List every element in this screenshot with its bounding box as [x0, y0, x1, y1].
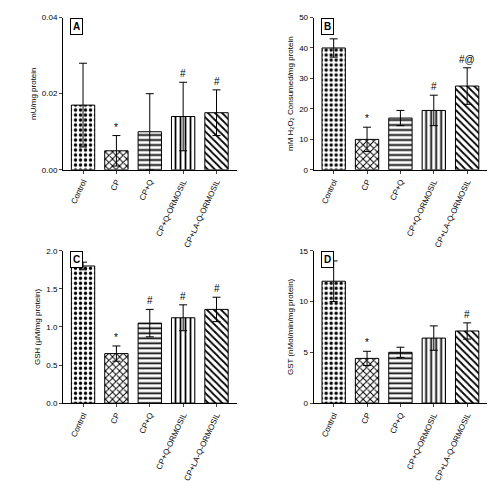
svg-text:Control: Control: [320, 411, 339, 438]
svg-text:0.00: 0.00: [42, 166, 58, 175]
svg-text:CP+LA-Q-ORMOSIL: CP+LA-Q-ORMOSIL: [183, 178, 223, 249]
svg-text:mM H₂O₂ Consumed/mg protein: mM H₂O₂ Consumed/mg protein: [286, 36, 295, 151]
svg-text:2.0: 2.0: [46, 247, 58, 256]
svg-text:#: #: [464, 309, 470, 320]
svg-text:#: #: [147, 295, 153, 306]
svg-text:CP+Q-ORMOSIL: CP+Q-ORMOSIL: [405, 178, 439, 238]
svg-text:B: B: [324, 21, 331, 32]
svg-text:0.02: 0.02: [42, 89, 58, 98]
svg-text:CP+Q-ORMOSIL: CP+Q-ORMOSIL: [154, 411, 188, 471]
svg-text:50: 50: [299, 13, 308, 22]
svg-text:10: 10: [299, 135, 308, 144]
svg-text:30: 30: [299, 74, 308, 83]
svg-text:#@: #@: [459, 54, 475, 65]
svg-text:CP: CP: [109, 178, 122, 192]
svg-text:CP: CP: [360, 411, 373, 425]
svg-text:#: #: [180, 68, 186, 79]
svg-text:0.5: 0.5: [46, 361, 58, 370]
svg-text:#: #: [431, 81, 437, 92]
svg-text:CP+Q-ORMOSIL: CP+Q-ORMOSIL: [154, 178, 188, 238]
svg-text:GST (nMol/min/mg protein): GST (nMol/min/mg protein): [286, 278, 295, 375]
svg-text:40: 40: [299, 44, 308, 53]
svg-text:Control: Control: [69, 411, 88, 438]
svg-text:C: C: [73, 254, 80, 265]
svg-text:0.0: 0.0: [46, 399, 58, 408]
svg-text:1.5: 1.5: [46, 285, 58, 294]
svg-text:0.04: 0.04: [42, 13, 58, 22]
svg-text:10: 10: [299, 297, 308, 306]
svg-text:mU/mg protein: mU/mg protein: [29, 67, 38, 119]
svg-text:0: 0: [304, 399, 309, 408]
svg-text:#: #: [180, 291, 186, 302]
svg-text:CP+Q: CP+Q: [388, 411, 405, 435]
svg-text:*: *: [365, 337, 369, 348]
svg-text:*: *: [114, 332, 118, 343]
svg-text:CP+LA-Q-ORMOSIL: CP+LA-Q-ORMOSIL: [433, 178, 473, 249]
svg-text:CP: CP: [360, 178, 373, 192]
svg-text:#: #: [214, 76, 220, 87]
svg-text:D: D: [324, 254, 331, 265]
svg-text:0: 0: [304, 166, 309, 175]
svg-text:20: 20: [299, 105, 308, 114]
svg-text:15: 15: [299, 247, 308, 256]
svg-text:GSH (µM/mg protein): GSH (µM/mg protein): [33, 288, 42, 365]
svg-text:CP+Q: CP+Q: [138, 411, 155, 435]
svg-text:A: A: [73, 21, 80, 32]
svg-text:CP+Q-ORMOSIL: CP+Q-ORMOSIL: [405, 411, 439, 471]
svg-text:CP+LA-Q-ORMOSIL: CP+LA-Q-ORMOSIL: [433, 411, 473, 482]
svg-text:*: *: [114, 122, 118, 133]
svg-text:Control: Control: [320, 178, 339, 205]
svg-text:Control: Control: [69, 178, 88, 205]
svg-text:1.0: 1.0: [46, 323, 58, 332]
svg-text:CP+Q: CP+Q: [388, 178, 405, 202]
svg-text:5: 5: [304, 348, 309, 357]
svg-text:CP: CP: [109, 411, 122, 425]
svg-text:CP+LA-Q-ORMOSIL: CP+LA-Q-ORMOSIL: [183, 411, 223, 482]
svg-text:CP+Q: CP+Q: [138, 178, 155, 202]
svg-text:*: *: [365, 113, 369, 124]
svg-text:#: #: [214, 283, 220, 294]
